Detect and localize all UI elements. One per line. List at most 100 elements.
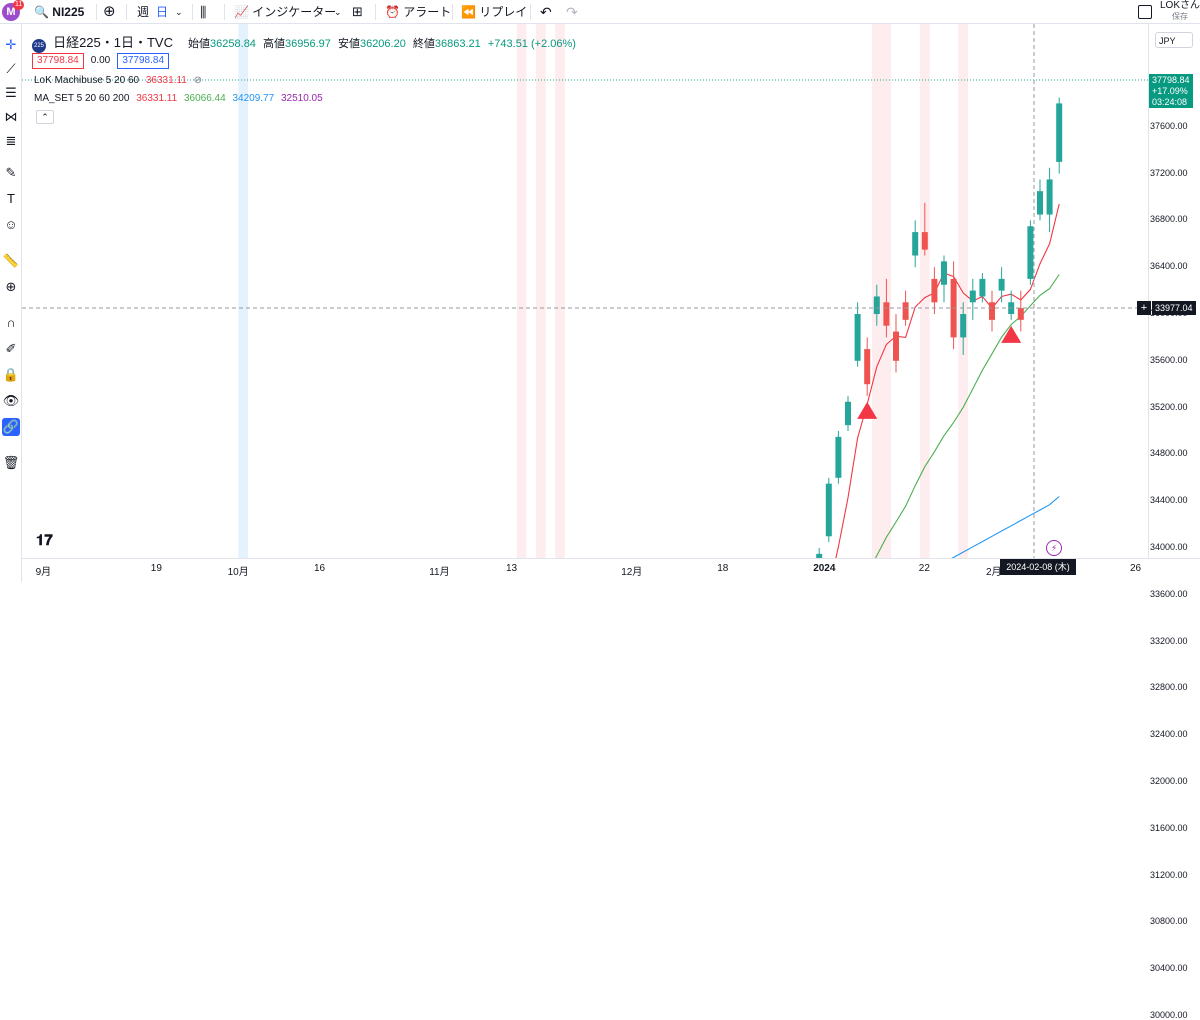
time-tick: 18 [717,563,729,574]
highlight-band [536,24,546,558]
link-icon[interactable]: 🔗 [2,418,20,436]
change-value: +743.51 (+2.06%) [487,38,576,50]
user-name: LOKさん [1160,0,1200,11]
candle-body [979,278,986,297]
signals [857,325,1022,419]
add-alert-icon[interactable]: + [1137,301,1151,315]
rewind-icon: ⏪ [461,5,476,19]
collapse-legend-icon[interactable]: ⌃ [36,110,54,124]
pencil-lock-icon[interactable]: ✐ [5,341,17,356]
trend-line-icon[interactable]: ⟋ [6,61,16,76]
close-value: 36863.21 [434,38,481,50]
candle-body [969,290,976,303]
price-tick: 36400.00 [1150,261,1188,272]
undo-icon[interactable]: ↶ [540,4,552,20]
zoom-icon[interactable]: ⊕ [5,279,17,294]
templates-grid-icon[interactable]: ⊞ [352,4,363,19]
chevron-down-icon[interactable]: ⌄ [334,7,342,17]
candle-body [1037,191,1043,215]
candle-body [873,296,880,314]
candle-body [893,331,899,361]
price-tick: 32000.00 [1150,776,1188,786]
candle-body [998,278,1005,291]
spread-value: 0.00 [90,55,111,66]
price-tick: 31200.00 [1150,869,1188,880]
sell-button[interactable]: 37798.84 [32,53,84,69]
time-tick: 22 [918,563,930,574]
highlight-band [516,24,527,558]
candle-body [835,436,842,478]
lightning-icon[interactable]: ⚡ [1046,540,1062,556]
candle-type-icon[interactable]: ⫼ [200,4,207,20]
candle-body [902,302,909,320]
price-tick: 37200.00 [1150,167,1188,178]
price-chart[interactable] [22,24,1148,558]
ma20-line [874,274,1060,558]
time-tick: 16 [314,563,326,574]
brush-icon[interactable]: ✎ [5,165,17,180]
buy-signal-icon [1001,325,1022,343]
indicators-button[interactable]: 📈 インジケーター [234,5,337,19]
settings-icon[interactable]: ⊘ [193,75,202,86]
alert-button[interactable]: ⏰ アラート [385,5,452,19]
crosshair-price-label: 33977.04 [1152,301,1196,315]
candle-body [921,232,928,250]
candle-body [854,314,861,361]
indicator-legend-2[interactable]: MA_SET 5 20 60 200 36331.11 36066.44 342… [34,93,323,104]
high-value: 36956.97 [285,38,331,50]
candle-body [864,349,871,385]
text-icon[interactable]: T [7,191,15,206]
time-tick: 2024 [813,563,836,574]
candle-body [912,232,919,256]
candle-body [1056,103,1063,162]
ruler-icon[interactable]: 📏 [2,253,20,268]
notification-badge: 11 [13,0,25,10]
time-tick: 19 [150,563,162,574]
moving-averages [835,203,1060,558]
magnet-icon[interactable]: ∩ [6,315,16,330]
save-status[interactable]: 保存 [1172,12,1188,21]
horizontal-lines-icon[interactable]: ☰ [5,85,17,100]
emoji-icon[interactable]: ☺ [4,217,18,232]
interval-day[interactable]: 日 [156,5,169,19]
price-tick: 30400.00 [1150,963,1188,974]
last-price-label: 37798.84 +17.09% 03:24:08 [1149,74,1193,108]
symbol-name: NI225 [52,5,85,19]
time-tick: 11月 [429,567,450,578]
top-toolbar: M 11 🔍 NI225 ⊕ 週 日 ⌄ ⫼ 📈 インジケーター ⌄ ⊞ ⏰ ア… [0,0,1200,24]
candle-body [1046,179,1053,215]
trash-icon[interactable]: 🗑 [2,455,20,470]
layout-checkbox-icon[interactable] [1138,5,1152,19]
price-tick: 33200.00 [1150,635,1188,646]
buy-signal-icon [857,401,878,419]
candle-body [883,302,890,326]
indicator-icon: 📈 [234,5,249,19]
pattern-icon[interactable]: ⋈ [4,109,18,124]
eye-icon[interactable]: 👁 [2,393,20,408]
interval-week[interactable]: 週 [137,5,150,19]
symbol-search[interactable]: 🔍 NI225 [34,0,84,24]
add-symbol-icon[interactable]: ⊕ [103,3,116,20]
candle-body [960,314,967,338]
price-tick: 31600.00 [1150,822,1188,833]
time-tick: 9月 [35,567,52,578]
highlight-band [958,24,968,558]
crosshair-icon[interactable]: ✛ [5,37,17,52]
lock-icon[interactable]: 🔒 [2,367,20,382]
alarm-icon: ⏰ [385,5,400,19]
price-tick: 32800.00 [1150,682,1188,693]
fib-icon[interactable]: ≣ [5,133,17,148]
buy-button[interactable]: 37798.84 [117,53,170,69]
tradingview-logo: 𝟏𝟕 [36,532,53,549]
price-tick: 32400.00 [1150,729,1188,740]
price-axis[interactable]: JPY [1148,24,1200,558]
symbol-legend: 225 日経225・1日・TVC 始値36258.84 高値36956.97 安… [32,32,580,53]
currency-select[interactable]: JPY [1155,32,1193,48]
chevron-down-icon[interactable]: ⌄ [175,7,183,17]
symbol-badge: 225 [32,39,46,53]
indicator-legend-1[interactable]: LoK Machibuse 5 20 60 36331.11 ⊘ [34,75,202,86]
crosshair-date-label: 2024-02-08 (木) [1000,559,1076,575]
redo-icon[interactable]: ↷ [566,4,578,20]
highlight-bands [238,24,968,558]
replay-button[interactable]: ⏪ リプレイ [461,5,528,19]
